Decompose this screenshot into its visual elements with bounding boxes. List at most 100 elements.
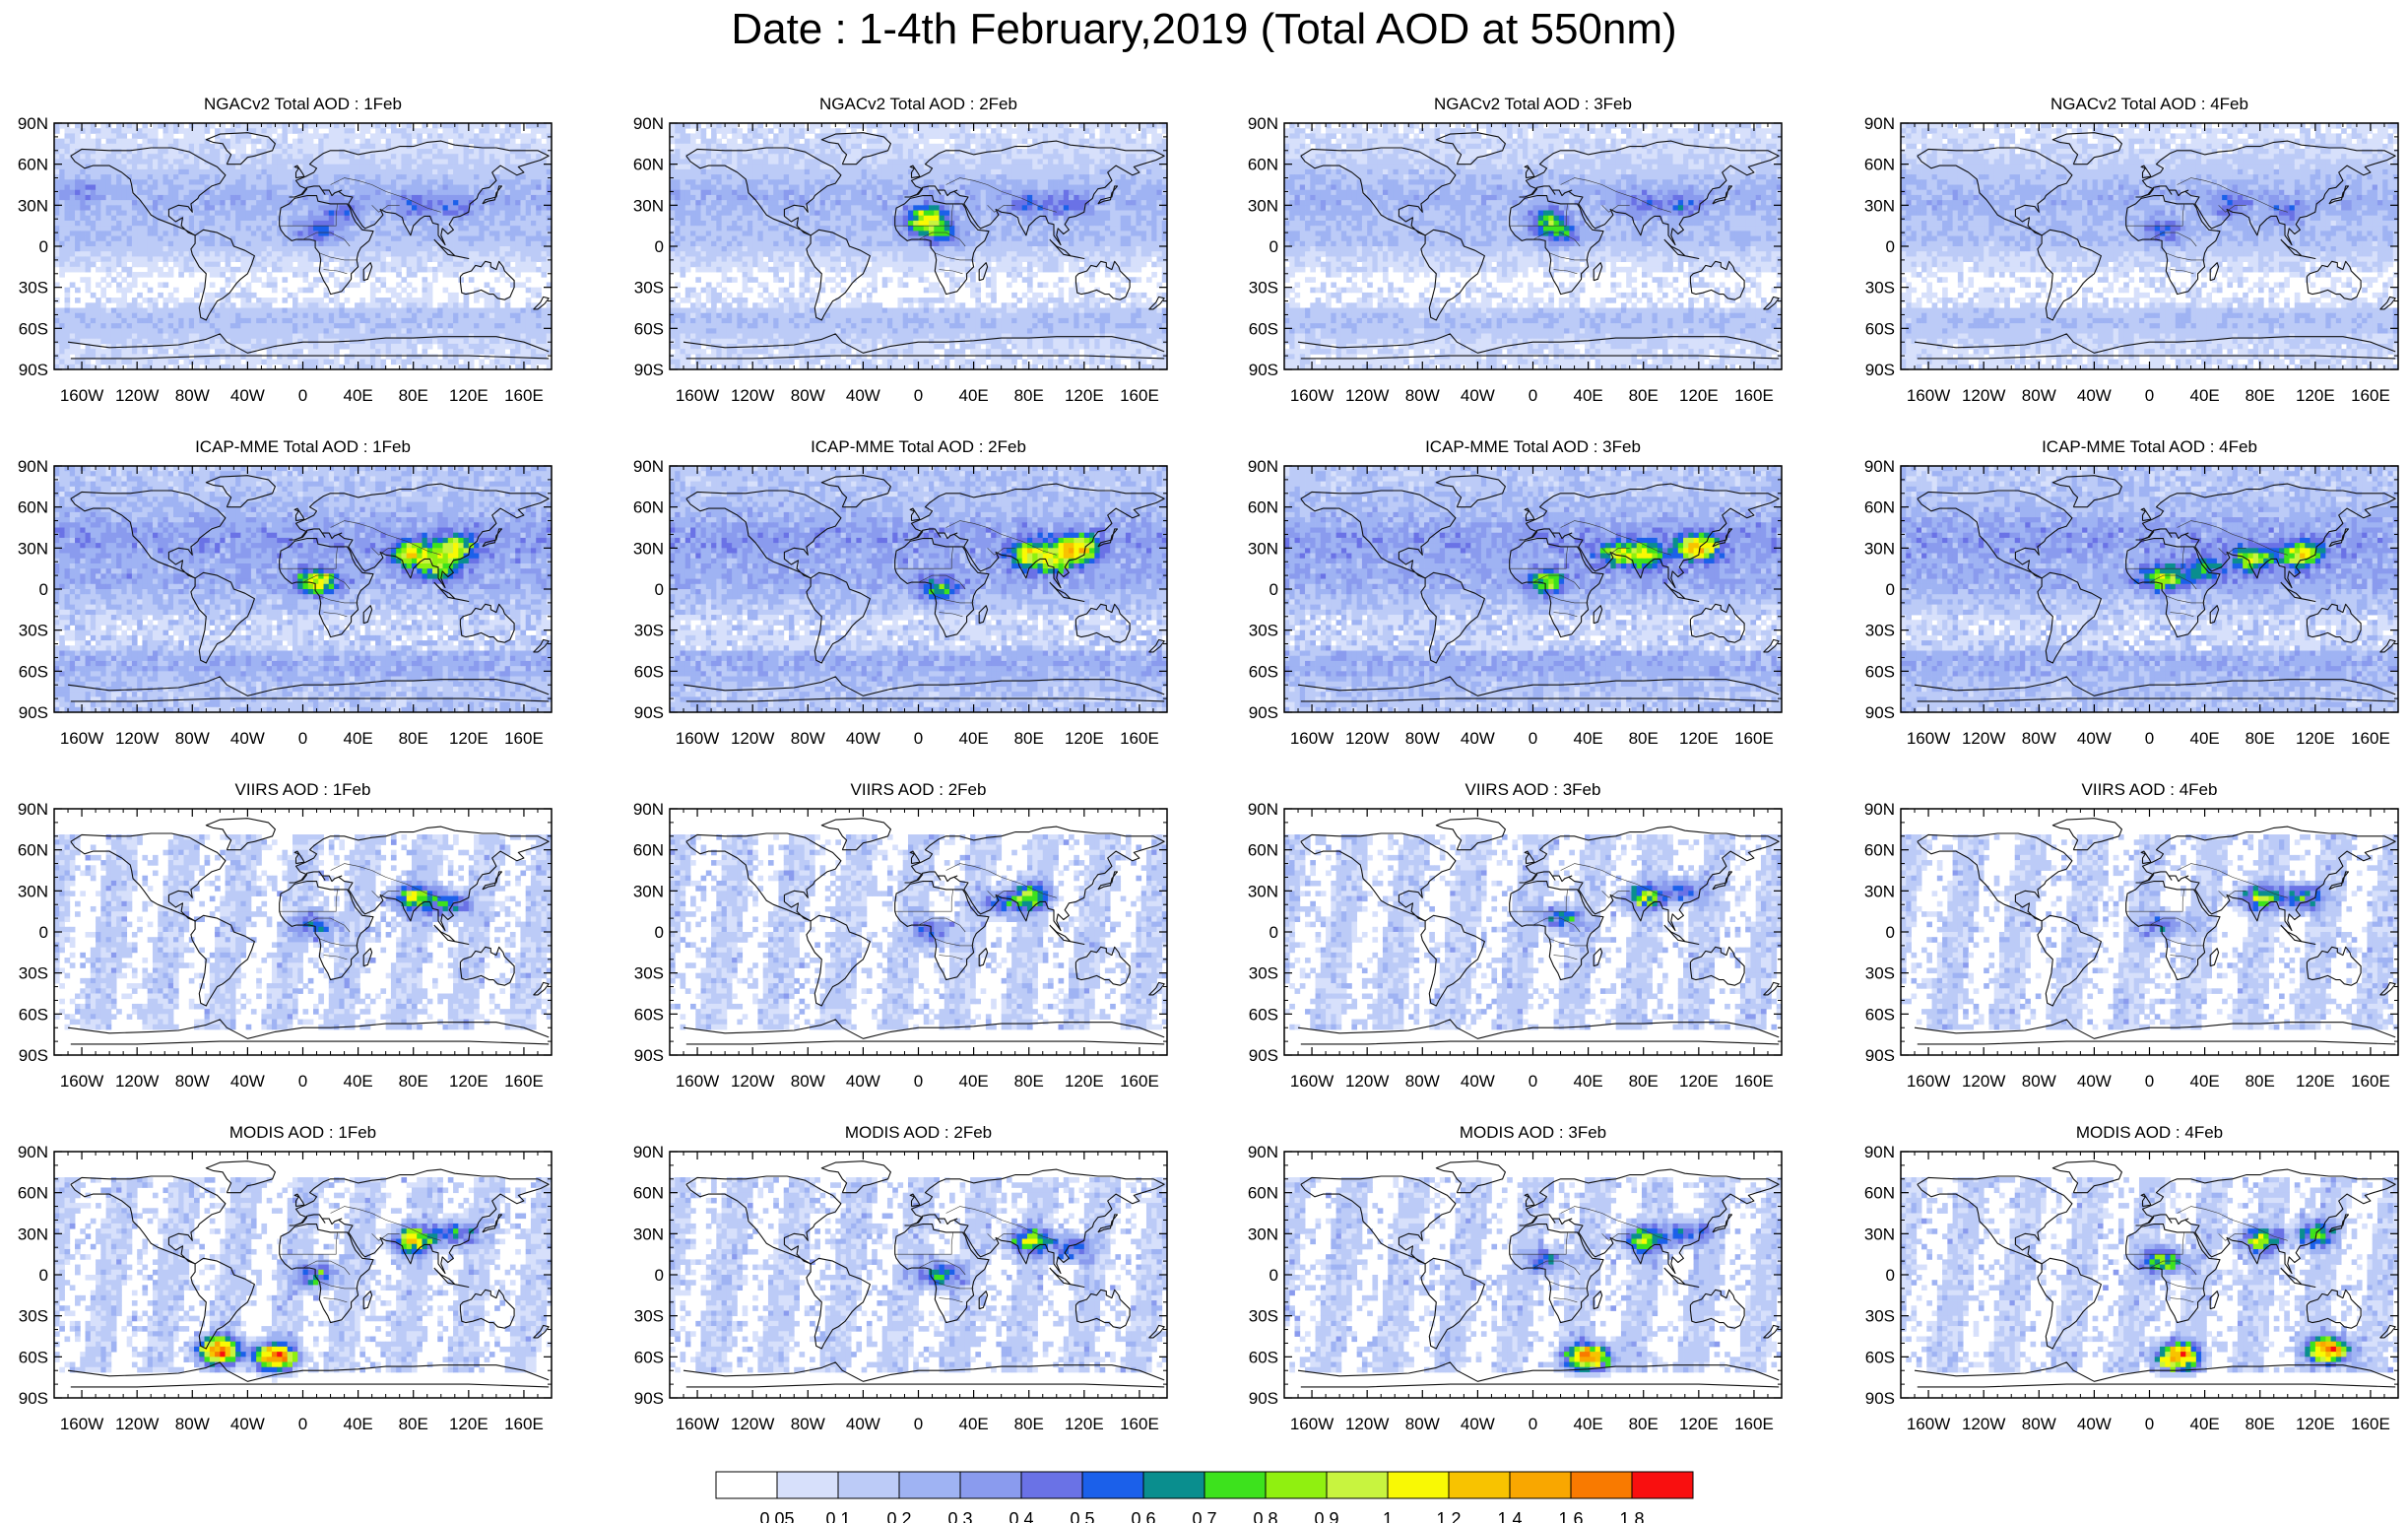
- lon-tick-label: 120E: [1679, 1415, 1719, 1433]
- lon-tick-label: 40E: [2189, 1072, 2219, 1091]
- lon-tick-label: 80E: [2245, 1415, 2275, 1433]
- lat-tick-label: 30N: [1248, 1225, 1278, 1243]
- lat-tick-label: 90N: [1864, 457, 1895, 476]
- lon-tick-label: 120E: [449, 1415, 488, 1433]
- lat-tick-label: 60S: [1249, 1005, 1278, 1024]
- lat-tick-label: 90S: [634, 361, 664, 379]
- map-panel: VIIRS AOD : 1Feb 90N 60N 30N 0 30S 60S 90S 160W 1…: [18, 780, 553, 1091]
- lat-tick-label: 30S: [19, 964, 48, 983]
- lon-tick-label: 40E: [1573, 386, 1602, 405]
- panel-title: NGACv2 Total AOD : 3Feb: [1434, 95, 1632, 113]
- colorbar-box: [1570, 1471, 1633, 1499]
- lat-tick-label: 30S: [1865, 964, 1895, 983]
- lat-tick-label: 0: [655, 1266, 664, 1285]
- panel-title: VIIRS AOD : 2Feb: [851, 780, 987, 799]
- lat-tick-label: 60N: [1248, 156, 1278, 174]
- map-panel: VIIRS AOD : 2Feb 90N 60N 30N 0 30S 60S 90S 160W 1…: [633, 780, 1168, 1091]
- lon-tick-label: 120W: [1962, 1072, 2005, 1091]
- lat-tick-label: 90S: [1249, 703, 1278, 722]
- lon-tick-label: 120E: [2296, 1415, 2335, 1433]
- lon-tick-label: 160E: [1734, 729, 1774, 748]
- lat-tick-label: 60S: [1249, 319, 1278, 338]
- lon-tick-label: 120E: [2296, 386, 2335, 405]
- lon-tick-label: 160E: [1734, 1072, 1774, 1091]
- colorbar-box: [898, 1471, 961, 1499]
- lon-tick-label: 40W: [230, 386, 265, 405]
- colorbar-label: 0.9: [1314, 1509, 1338, 1523]
- coastlines: [1914, 1160, 2396, 1388]
- lon-tick-label: 80W: [2022, 386, 2056, 405]
- aod-field: [54, 123, 552, 369]
- lon-tick-label: 40E: [1573, 1415, 1602, 1433]
- lat-tick-label: 30N: [633, 539, 664, 558]
- lat-tick-label: 60N: [18, 156, 48, 174]
- lat-tick-label: 60S: [19, 1348, 48, 1366]
- lon-tick-label: 80E: [1629, 1415, 1659, 1433]
- coastlines: [1914, 132, 2396, 360]
- lat-tick-label: 30S: [19, 1307, 48, 1326]
- lat-tick-label: 0: [1886, 580, 1895, 599]
- lon-tick-label: 40E: [1573, 1072, 1602, 1091]
- lon-tick-label: 40E: [343, 1415, 372, 1433]
- colorbar-label: 1: [1383, 1509, 1393, 1523]
- lon-tick-label: 40E: [958, 1415, 988, 1433]
- lon-tick-label: 80W: [1405, 1415, 1440, 1433]
- lat-tick-label: 60N: [1248, 498, 1278, 517]
- lon-tick-label: 120W: [1345, 729, 1389, 748]
- aod-field: [1901, 123, 2398, 369]
- map-panel: NGACv2 Total AOD : 3Feb 90N 60N 30N 0 30S 60S 9…: [1248, 95, 1783, 405]
- lon-tick-label: 160W: [60, 1415, 103, 1433]
- lat-tick-label: 90N: [1248, 1143, 1278, 1161]
- lon-tick-label: 80W: [1405, 386, 1440, 405]
- lat-tick-label: 90S: [1865, 1389, 1895, 1408]
- lon-tick-label: 120W: [115, 386, 159, 405]
- lon-tick-label: 80W: [791, 386, 825, 405]
- coastlines: [67, 132, 550, 360]
- lat-tick-label: 30N: [18, 196, 48, 215]
- lat-tick-label: 0: [1269, 237, 1278, 256]
- lon-tick-label: 0: [298, 1072, 307, 1091]
- lon-tick-label: 120W: [1345, 1072, 1389, 1091]
- lon-tick-label: 0: [914, 1415, 923, 1433]
- lat-tick-label: 60N: [1864, 841, 1895, 860]
- lon-tick-label: 40W: [1461, 1415, 1495, 1433]
- aod-field: [1901, 1177, 2398, 1378]
- lat-tick-label: 60S: [19, 319, 48, 338]
- coastlines: [67, 1160, 550, 1388]
- lat-tick-label: 30N: [1864, 882, 1895, 900]
- lat-tick-label: 60S: [19, 662, 48, 681]
- lon-tick-label: 160W: [676, 1415, 719, 1433]
- colorbar-box: [837, 1471, 900, 1499]
- lat-tick-label: 60S: [1865, 1005, 1895, 1024]
- lat-tick-label: 30N: [1248, 882, 1278, 900]
- lon-tick-label: 160W: [676, 729, 719, 748]
- lat-tick-label: 30N: [1248, 196, 1278, 215]
- lon-tick-label: 40W: [2077, 1415, 2112, 1433]
- lon-tick-label: 80W: [175, 386, 210, 405]
- lat-tick-label: 30N: [633, 196, 664, 215]
- lon-tick-label: 0: [914, 386, 923, 405]
- lon-tick-label: 80W: [1405, 1072, 1440, 1091]
- colorbar-label: 1.4: [1497, 1509, 1522, 1523]
- lon-tick-label: 160W: [1907, 386, 1950, 405]
- map-panel: ICAP-MME Total AOD : 2Feb 90N 60N 30N 0 30S 60…: [633, 437, 1168, 748]
- lon-tick-label: 0: [1529, 1072, 1537, 1091]
- lat-tick-label: 30N: [1864, 196, 1895, 215]
- lat-tick-label: 0: [39, 923, 48, 942]
- aod-field: [1901, 466, 2398, 712]
- lat-tick-label: 0: [39, 1266, 48, 1285]
- lon-tick-label: 40E: [2189, 1415, 2219, 1433]
- coastlines: [683, 475, 1165, 702]
- lat-tick-label: 60N: [1864, 498, 1895, 517]
- lat-tick-label: 60N: [18, 841, 48, 860]
- lon-tick-label: 120E: [1065, 386, 1104, 405]
- lat-tick-label: 90N: [1248, 457, 1278, 476]
- lon-tick-label: 120E: [1679, 729, 1719, 748]
- lat-tick-label: 60S: [1865, 1348, 1895, 1366]
- map-panel: MODIS AOD : 4Feb 90N 60N 30N 0 30S 60S 90S 160W 1…: [1864, 1123, 2399, 1433]
- colorbar-label: 0.2: [886, 1509, 911, 1523]
- map-panel: VIIRS AOD : 4Feb 90N 60N 30N 0 30S 60S 90S 160W 1…: [1864, 780, 2399, 1091]
- lat-tick-label: 30S: [1249, 1307, 1278, 1326]
- coastlines: [683, 818, 1165, 1045]
- panel-title: MODIS AOD : 3Feb: [1460, 1123, 1606, 1142]
